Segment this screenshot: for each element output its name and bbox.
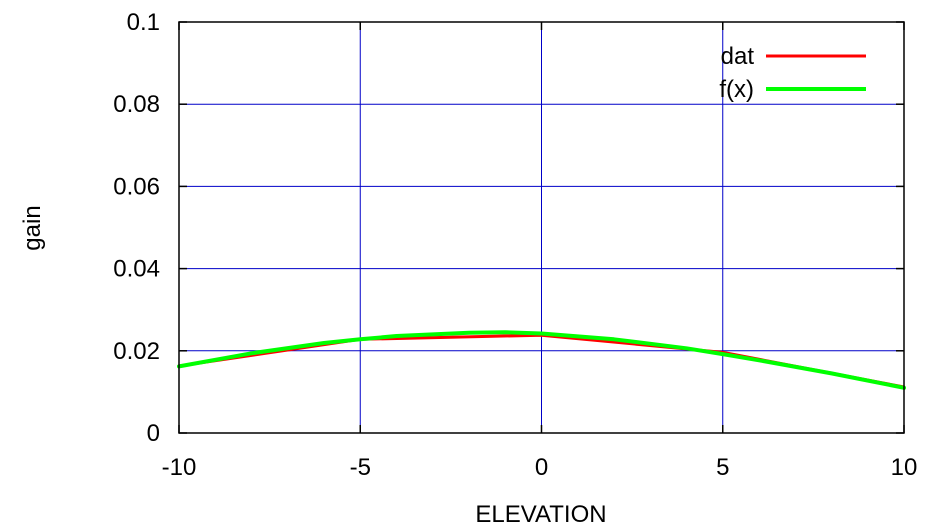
y-tick-label: 0.08 bbox=[113, 91, 160, 118]
y-axis-label: gain bbox=[19, 205, 46, 250]
y-tick-label: 0.06 bbox=[113, 173, 160, 200]
legend: dat f(x) bbox=[719, 43, 866, 103]
x-tick-label: -5 bbox=[350, 454, 371, 481]
x-tick-label: 0 bbox=[535, 454, 548, 481]
series-lines bbox=[177, 330, 906, 390]
legend-label: f(x) bbox=[719, 76, 754, 103]
axis-ticks bbox=[178, 21, 905, 434]
x-axis-label: ELEVATION bbox=[475, 501, 606, 528]
y-tick-label: 0 bbox=[147, 420, 160, 447]
y-tick-label: 0.04 bbox=[113, 256, 160, 283]
grid bbox=[179, 22, 904, 433]
y-tick-label: 0.02 bbox=[113, 338, 160, 365]
legend-label: dat bbox=[721, 43, 755, 70]
y-tick-label: 0.1 bbox=[127, 9, 160, 36]
x-tick-label: -10 bbox=[162, 454, 197, 481]
x-tick-label: 5 bbox=[716, 454, 729, 481]
series-line-fx bbox=[177, 330, 906, 390]
tick-labels: -10 -5 0 5 10 0 0.02 0.04 0.06 0.08 0.1 bbox=[113, 9, 917, 481]
x-tick-label: 10 bbox=[891, 454, 918, 481]
